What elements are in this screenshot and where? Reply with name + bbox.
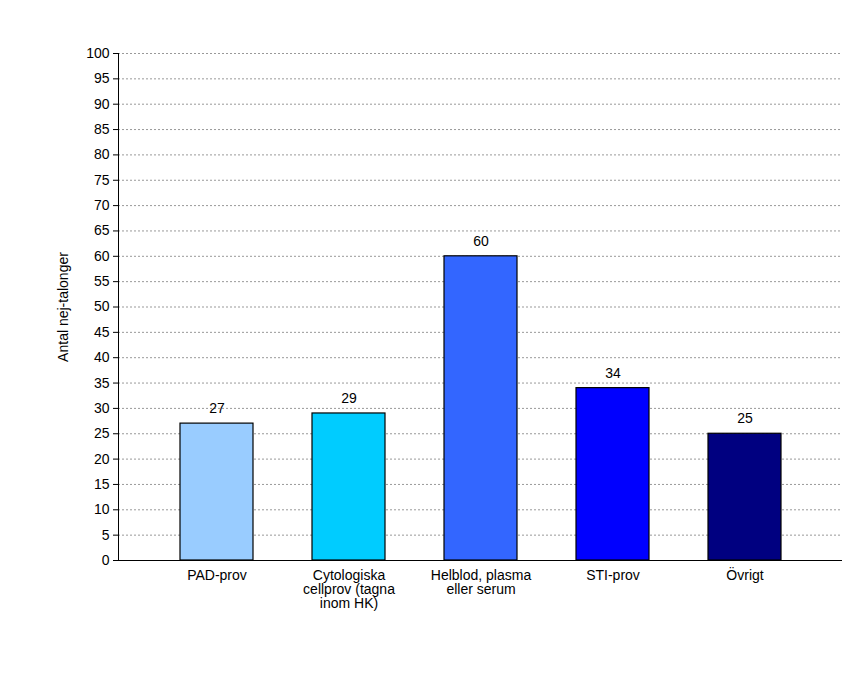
svg-text:34: 34 bbox=[605, 365, 621, 381]
svg-text:STI-prov: STI-prov bbox=[586, 567, 640, 583]
svg-text:5: 5 bbox=[102, 527, 110, 543]
svg-text:Övrigt: Övrigt bbox=[726, 566, 763, 583]
svg-text:25: 25 bbox=[737, 410, 753, 426]
svg-text:Antal nej-talonger: Antal nej-talonger bbox=[55, 252, 71, 362]
svg-text:90: 90 bbox=[94, 96, 110, 112]
svg-text:0: 0 bbox=[102, 552, 110, 568]
svg-text:50: 50 bbox=[94, 298, 110, 314]
svg-text:20: 20 bbox=[94, 451, 110, 467]
svg-text:75: 75 bbox=[94, 172, 110, 188]
svg-text:70: 70 bbox=[94, 197, 110, 213]
svg-text:100: 100 bbox=[86, 45, 110, 61]
svg-text:95: 95 bbox=[94, 70, 110, 86]
svg-text:60: 60 bbox=[473, 233, 489, 249]
svg-text:65: 65 bbox=[94, 222, 110, 238]
svg-text:30: 30 bbox=[94, 400, 110, 416]
svg-text:80: 80 bbox=[94, 146, 110, 162]
svg-text:35: 35 bbox=[94, 375, 110, 391]
svg-text:10: 10 bbox=[94, 501, 110, 517]
svg-text:27: 27 bbox=[209, 400, 225, 416]
svg-text:29: 29 bbox=[341, 390, 357, 406]
svg-text:40: 40 bbox=[94, 349, 110, 365]
svg-text:25: 25 bbox=[94, 425, 110, 441]
svg-text:Helblod, plasmaeller serum: Helblod, plasmaeller serum bbox=[431, 567, 532, 597]
svg-text:15: 15 bbox=[94, 476, 110, 492]
svg-text:45: 45 bbox=[94, 324, 110, 340]
svg-text:55: 55 bbox=[94, 273, 110, 289]
svg-text:85: 85 bbox=[94, 121, 110, 137]
svg-text:Cytologiskacellprov (tagnainom: Cytologiskacellprov (tagnainom HK) bbox=[303, 567, 395, 611]
svg-text:PAD-prov: PAD-prov bbox=[187, 567, 247, 583]
svg-text:60: 60 bbox=[94, 248, 110, 264]
